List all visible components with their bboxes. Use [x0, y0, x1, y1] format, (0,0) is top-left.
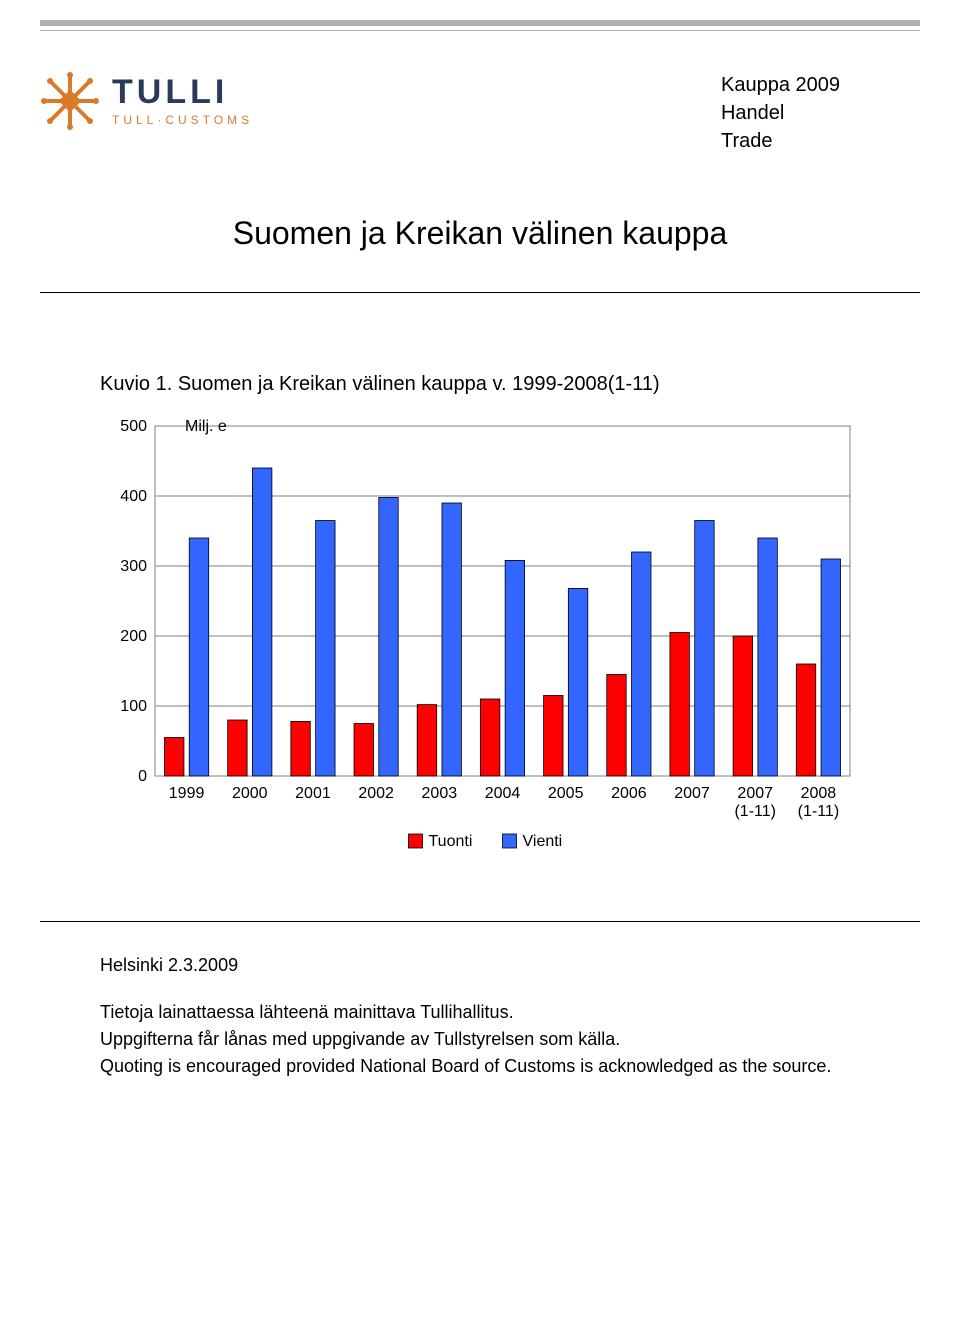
title-rule: [40, 292, 920, 293]
svg-text:1999: 1999: [169, 785, 205, 802]
svg-text:2001: 2001: [295, 785, 331, 802]
header-meta: Kauppa 2009 Handel Trade: [721, 71, 920, 155]
svg-text:2007: 2007: [737, 785, 773, 802]
chart: 0 100 200 300 400 500 Milj. e 1999 2000 2001 2002 2…: [100, 416, 860, 881]
footer: Helsinki 2.3.2009 Tietoja lainattaessa l…: [100, 952, 920, 1080]
svg-text:Tuonti: Tuonti: [429, 833, 473, 850]
meta-line: Trade: [721, 127, 840, 155]
top-rule-thick: [40, 20, 920, 26]
footer-line: Tietoja lainattaessa lähteenä mainittava…: [100, 999, 920, 1026]
footer-line: Quoting is encouraged provided National …: [100, 1053, 920, 1080]
top-rule-thin: [40, 30, 920, 31]
logo-block: TULLI TULL·CUSTOMS: [40, 71, 253, 131]
svg-text:100: 100: [120, 698, 147, 715]
svg-text:Vienti: Vienti: [523, 833, 563, 850]
footer-line: Uppgifterna får lånas med uppgivande av …: [100, 1026, 920, 1053]
svg-text:400: 400: [120, 488, 147, 505]
svg-text:2006: 2006: [611, 785, 647, 802]
svg-text:300: 300: [120, 558, 147, 575]
svg-text:(1-11): (1-11): [734, 803, 776, 820]
meta-line: Kauppa 2009: [721, 71, 840, 99]
svg-text:2000: 2000: [232, 785, 268, 802]
svg-text:2003: 2003: [422, 785, 458, 802]
meta-line: Handel: [721, 99, 840, 127]
svg-text:2004: 2004: [485, 785, 521, 802]
svg-text:(1-11): (1-11): [798, 803, 840, 820]
svg-text:500: 500: [120, 418, 147, 435]
svg-text:Milj. e: Milj. e: [185, 418, 227, 435]
bar-chart-svg: 0 100 200 300 400 500 Milj. e 1999 2000 2001 2002 2…: [100, 416, 860, 876]
svg-text:2007: 2007: [674, 785, 710, 802]
svg-text:2002: 2002: [358, 785, 394, 802]
logo-word: TULLI: [112, 75, 253, 109]
page-title: Suomen ja Kreikan välinen kauppa: [40, 215, 920, 252]
footer-rule: [40, 921, 920, 922]
footer-date: Helsinki 2.3.2009: [100, 952, 920, 979]
logo-subtext: TULL·CUSTOMS: [112, 113, 253, 127]
chart-caption: Kuvio 1. Suomen ja Kreikan välinen kaupp…: [100, 373, 920, 396]
header: TULLI TULL·CUSTOMS Kauppa 2009 Handel Tr…: [40, 71, 920, 155]
svg-text:2008: 2008: [801, 785, 837, 802]
customs-cross-icon: [40, 71, 100, 131]
svg-text:2005: 2005: [548, 785, 584, 802]
svg-text:0: 0: [138, 768, 147, 785]
svg-text:200: 200: [120, 628, 147, 645]
